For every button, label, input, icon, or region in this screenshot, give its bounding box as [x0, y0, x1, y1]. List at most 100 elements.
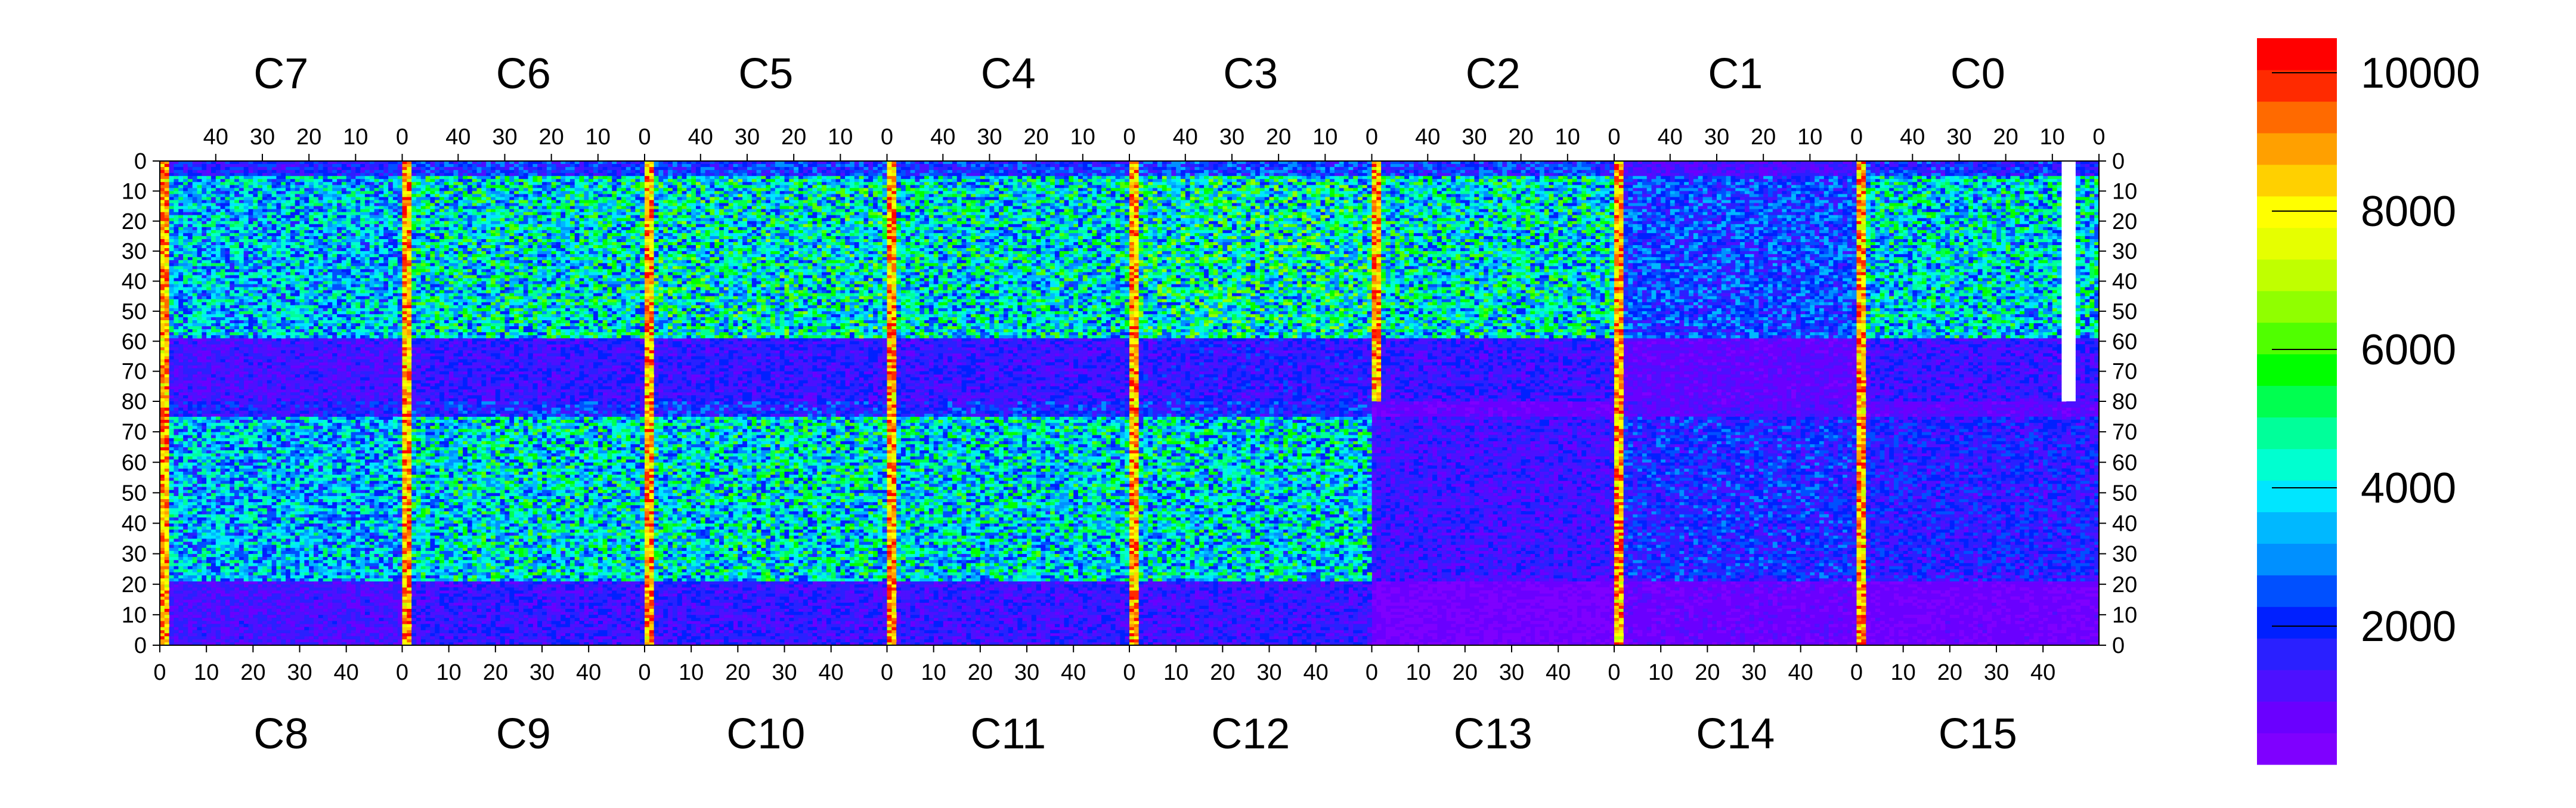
- heatmap-cell: [253, 308, 258, 311]
- heatmap-cell: [276, 326, 281, 329]
- heatmap-cell: [221, 278, 225, 281]
- heatmap-cell: [281, 395, 286, 398]
- heatmap-cell: [239, 176, 244, 179]
- heatmap-cell: [249, 197, 253, 200]
- heatmap-cell: [295, 203, 300, 206]
- heatmap-cell: [272, 191, 277, 194]
- heatmap-cell: [225, 314, 230, 317]
- heatmap-cell: [160, 278, 165, 281]
- heatmap-cell: [165, 320, 169, 323]
- heatmap-cell: [262, 233, 267, 236]
- heatmap-cell: [188, 263, 193, 266]
- heatmap-cell: [230, 272, 234, 275]
- heatmap-cell: [193, 369, 197, 372]
- heatmap-cell: [281, 233, 286, 236]
- heatmap-cell: [244, 369, 249, 372]
- heatmap-cell: [244, 305, 249, 308]
- heatmap-cell: [183, 398, 188, 401]
- heatmap-cell: [211, 239, 216, 242]
- heatmap-cell: [216, 281, 221, 284]
- heatmap-cell: [216, 197, 221, 200]
- heatmap-cell: [253, 311, 258, 314]
- heatmap-cell: [169, 311, 174, 314]
- heatmap-cell: [188, 369, 193, 372]
- heatmap-cell: [276, 230, 281, 233]
- heatmap-cell: [211, 392, 216, 395]
- heatmap-cell: [160, 203, 165, 206]
- heatmap-cell: [221, 236, 225, 239]
- heatmap-cell: [281, 182, 286, 185]
- heatmap-cell: [281, 212, 286, 215]
- heatmap-cell: [169, 275, 174, 278]
- heatmap-cell: [295, 374, 300, 377]
- heatmap-cell: [206, 366, 211, 369]
- heatmap-cell: [249, 299, 253, 302]
- heatmap-cell: [239, 281, 244, 284]
- heatmap-cell: [249, 296, 253, 299]
- heatmap-cell: [178, 272, 183, 275]
- heatmap-cell: [262, 254, 267, 257]
- heatmap-cell: [258, 329, 262, 332]
- heatmap-cell: [253, 218, 258, 221]
- heatmap-cell: [202, 269, 206, 272]
- heatmap-cell: [272, 242, 277, 245]
- heatmap-cell: [225, 308, 230, 311]
- heatmap-cell: [183, 374, 188, 377]
- heatmap-cell: [160, 200, 165, 203]
- heatmap-cell: [244, 221, 249, 224]
- heatmap-cell: [225, 182, 230, 185]
- heatmap-cell: [169, 164, 174, 167]
- heatmap-cell: [206, 308, 211, 311]
- heatmap-cell: [165, 284, 169, 287]
- heatmap-cell: [262, 188, 267, 191]
- heatmap-cell: [295, 323, 300, 326]
- heatmap-cell: [188, 218, 193, 221]
- heatmap-cell: [225, 236, 230, 239]
- heatmap-cell: [290, 263, 295, 266]
- heatmap-cell: [272, 239, 277, 242]
- heatmap-cell: [286, 230, 290, 233]
- heatmap-cell: [272, 173, 277, 176]
- heatmap-cell: [262, 176, 267, 179]
- heatmap-cell: [178, 206, 183, 209]
- heatmap-cell: [183, 323, 188, 326]
- heatmap-cell: [160, 308, 165, 311]
- heatmap-cell: [295, 185, 300, 188]
- heatmap-cell: [169, 356, 174, 359]
- heatmap-cell: [249, 236, 253, 239]
- heatmap-cell: [225, 326, 230, 329]
- heatmap-cell: [169, 218, 174, 221]
- heatmap-cell: [225, 392, 230, 395]
- heatmap-cell: [197, 305, 202, 308]
- heatmap-cell: [239, 227, 244, 230]
- heatmap-cell: [276, 369, 281, 372]
- heatmap-cell: [258, 335, 262, 338]
- heatmap-cell: [193, 185, 197, 188]
- heatmap-cell: [286, 395, 290, 398]
- heatmap-cell: [174, 383, 178, 386]
- heatmap-cell: [178, 350, 183, 353]
- heatmap-cell: [221, 374, 225, 377]
- heatmap-cell: [206, 317, 211, 320]
- heatmap-cell: [295, 239, 300, 242]
- heatmap-cell: [160, 326, 165, 329]
- heatmap-cell: [202, 398, 206, 401]
- heatmap-cell: [169, 197, 174, 200]
- heatmap-cell: [253, 212, 258, 215]
- heatmap-cell: [262, 290, 267, 293]
- heatmap-cell: [239, 185, 244, 188]
- heatmap-cell: [193, 281, 197, 284]
- heatmap-cell: [262, 281, 267, 284]
- heatmap-cell: [165, 398, 169, 401]
- heatmap-cell: [197, 302, 202, 305]
- heatmap-cell: [165, 209, 169, 212]
- heatmap-cell: [290, 275, 295, 278]
- heatmap-cell: [244, 209, 249, 212]
- heatmap-cell: [253, 299, 258, 302]
- heatmap-cell: [272, 266, 277, 269]
- heatmap-cell: [281, 173, 286, 176]
- heatmap-cell: [169, 363, 174, 366]
- heatmap-cell: [239, 299, 244, 302]
- heatmap-cell: [258, 236, 262, 239]
- heatmap-cell: [202, 200, 206, 203]
